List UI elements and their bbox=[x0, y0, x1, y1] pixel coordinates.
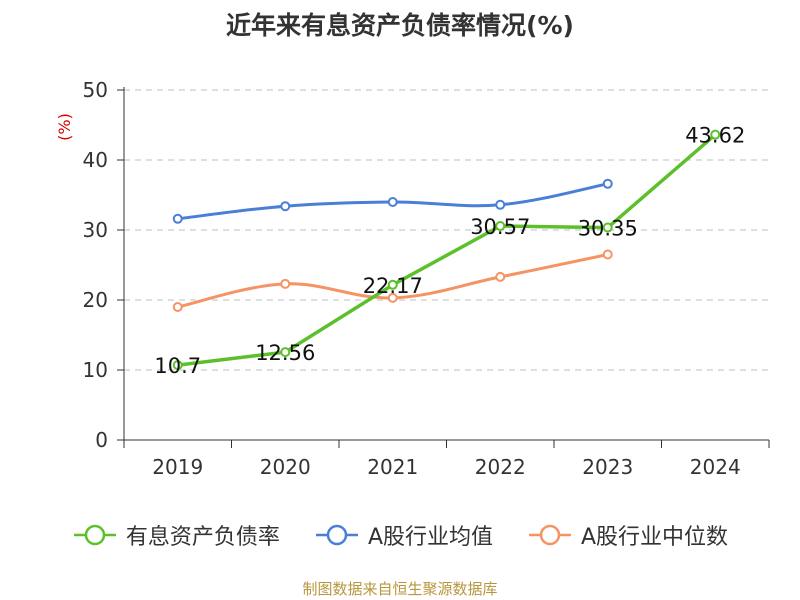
data-point bbox=[280, 347, 291, 358]
legend-marker-icon bbox=[315, 524, 358, 546]
y-tick-label: 30 bbox=[83, 218, 108, 242]
y-axis-label: (%) bbox=[55, 113, 74, 141]
data-point bbox=[602, 222, 613, 233]
data-point bbox=[172, 213, 183, 224]
data-point bbox=[495, 199, 506, 210]
chart-legend: 有息资产负债率 A股行业均值 A股行业中位数 bbox=[0, 519, 800, 551]
y-tick-label: 0 bbox=[95, 428, 108, 452]
legend-item[interactable]: 有息资产负债率 bbox=[72, 519, 280, 551]
chart-title: 近年来有息资产负债率情况(%) bbox=[226, 11, 574, 40]
data-label: 22.17 bbox=[363, 274, 423, 298]
data-label: 12.56 bbox=[255, 341, 315, 365]
y-tick-label: 20 bbox=[83, 288, 108, 312]
data-point bbox=[387, 197, 398, 207]
legend-marker-icon bbox=[529, 524, 571, 546]
x-tick-label: 2021 bbox=[367, 455, 418, 479]
legend-label: A股行业中位数 bbox=[581, 525, 729, 550]
y-tick-label: 10 bbox=[83, 358, 108, 382]
data-point bbox=[172, 302, 183, 312]
data-label: 10.7 bbox=[154, 354, 201, 378]
data-point bbox=[387, 279, 398, 290]
legend-item[interactable]: A股行业中位数 bbox=[527, 519, 728, 551]
data-point bbox=[602, 178, 613, 189]
legend-label: A股行业均值 bbox=[367, 525, 493, 550]
source-footer: 制图数据来自恒生聚源数据库 bbox=[302, 580, 498, 598]
x-tick-label: 2024 bbox=[690, 455, 741, 479]
x-tick-label: 2022 bbox=[475, 455, 526, 479]
data-point bbox=[602, 249, 613, 260]
series-line bbox=[177, 133, 717, 367]
y-tick-label: 50 bbox=[83, 78, 108, 102]
x-tick-label: 2020 bbox=[260, 455, 311, 479]
legend-item[interactable]: A股行业均值 bbox=[314, 519, 493, 551]
data-point bbox=[387, 292, 398, 303]
x-tick-label: 2019 bbox=[152, 455, 203, 479]
y-tick-label: 40 bbox=[83, 148, 108, 172]
data-label: 43.62 bbox=[685, 124, 745, 148]
data-point bbox=[710, 129, 721, 140]
data-point bbox=[495, 221, 506, 232]
x-tick-label: 2023 bbox=[582, 455, 633, 479]
data-label: 30.57 bbox=[470, 215, 530, 239]
legend-marker-icon bbox=[73, 524, 116, 546]
data-point bbox=[280, 278, 291, 289]
data-point bbox=[280, 201, 291, 212]
data-label: 30.35 bbox=[578, 217, 638, 241]
data-point bbox=[495, 271, 506, 282]
legend-label: 有息资产负债率 bbox=[125, 525, 280, 550]
data-point bbox=[172, 360, 183, 371]
